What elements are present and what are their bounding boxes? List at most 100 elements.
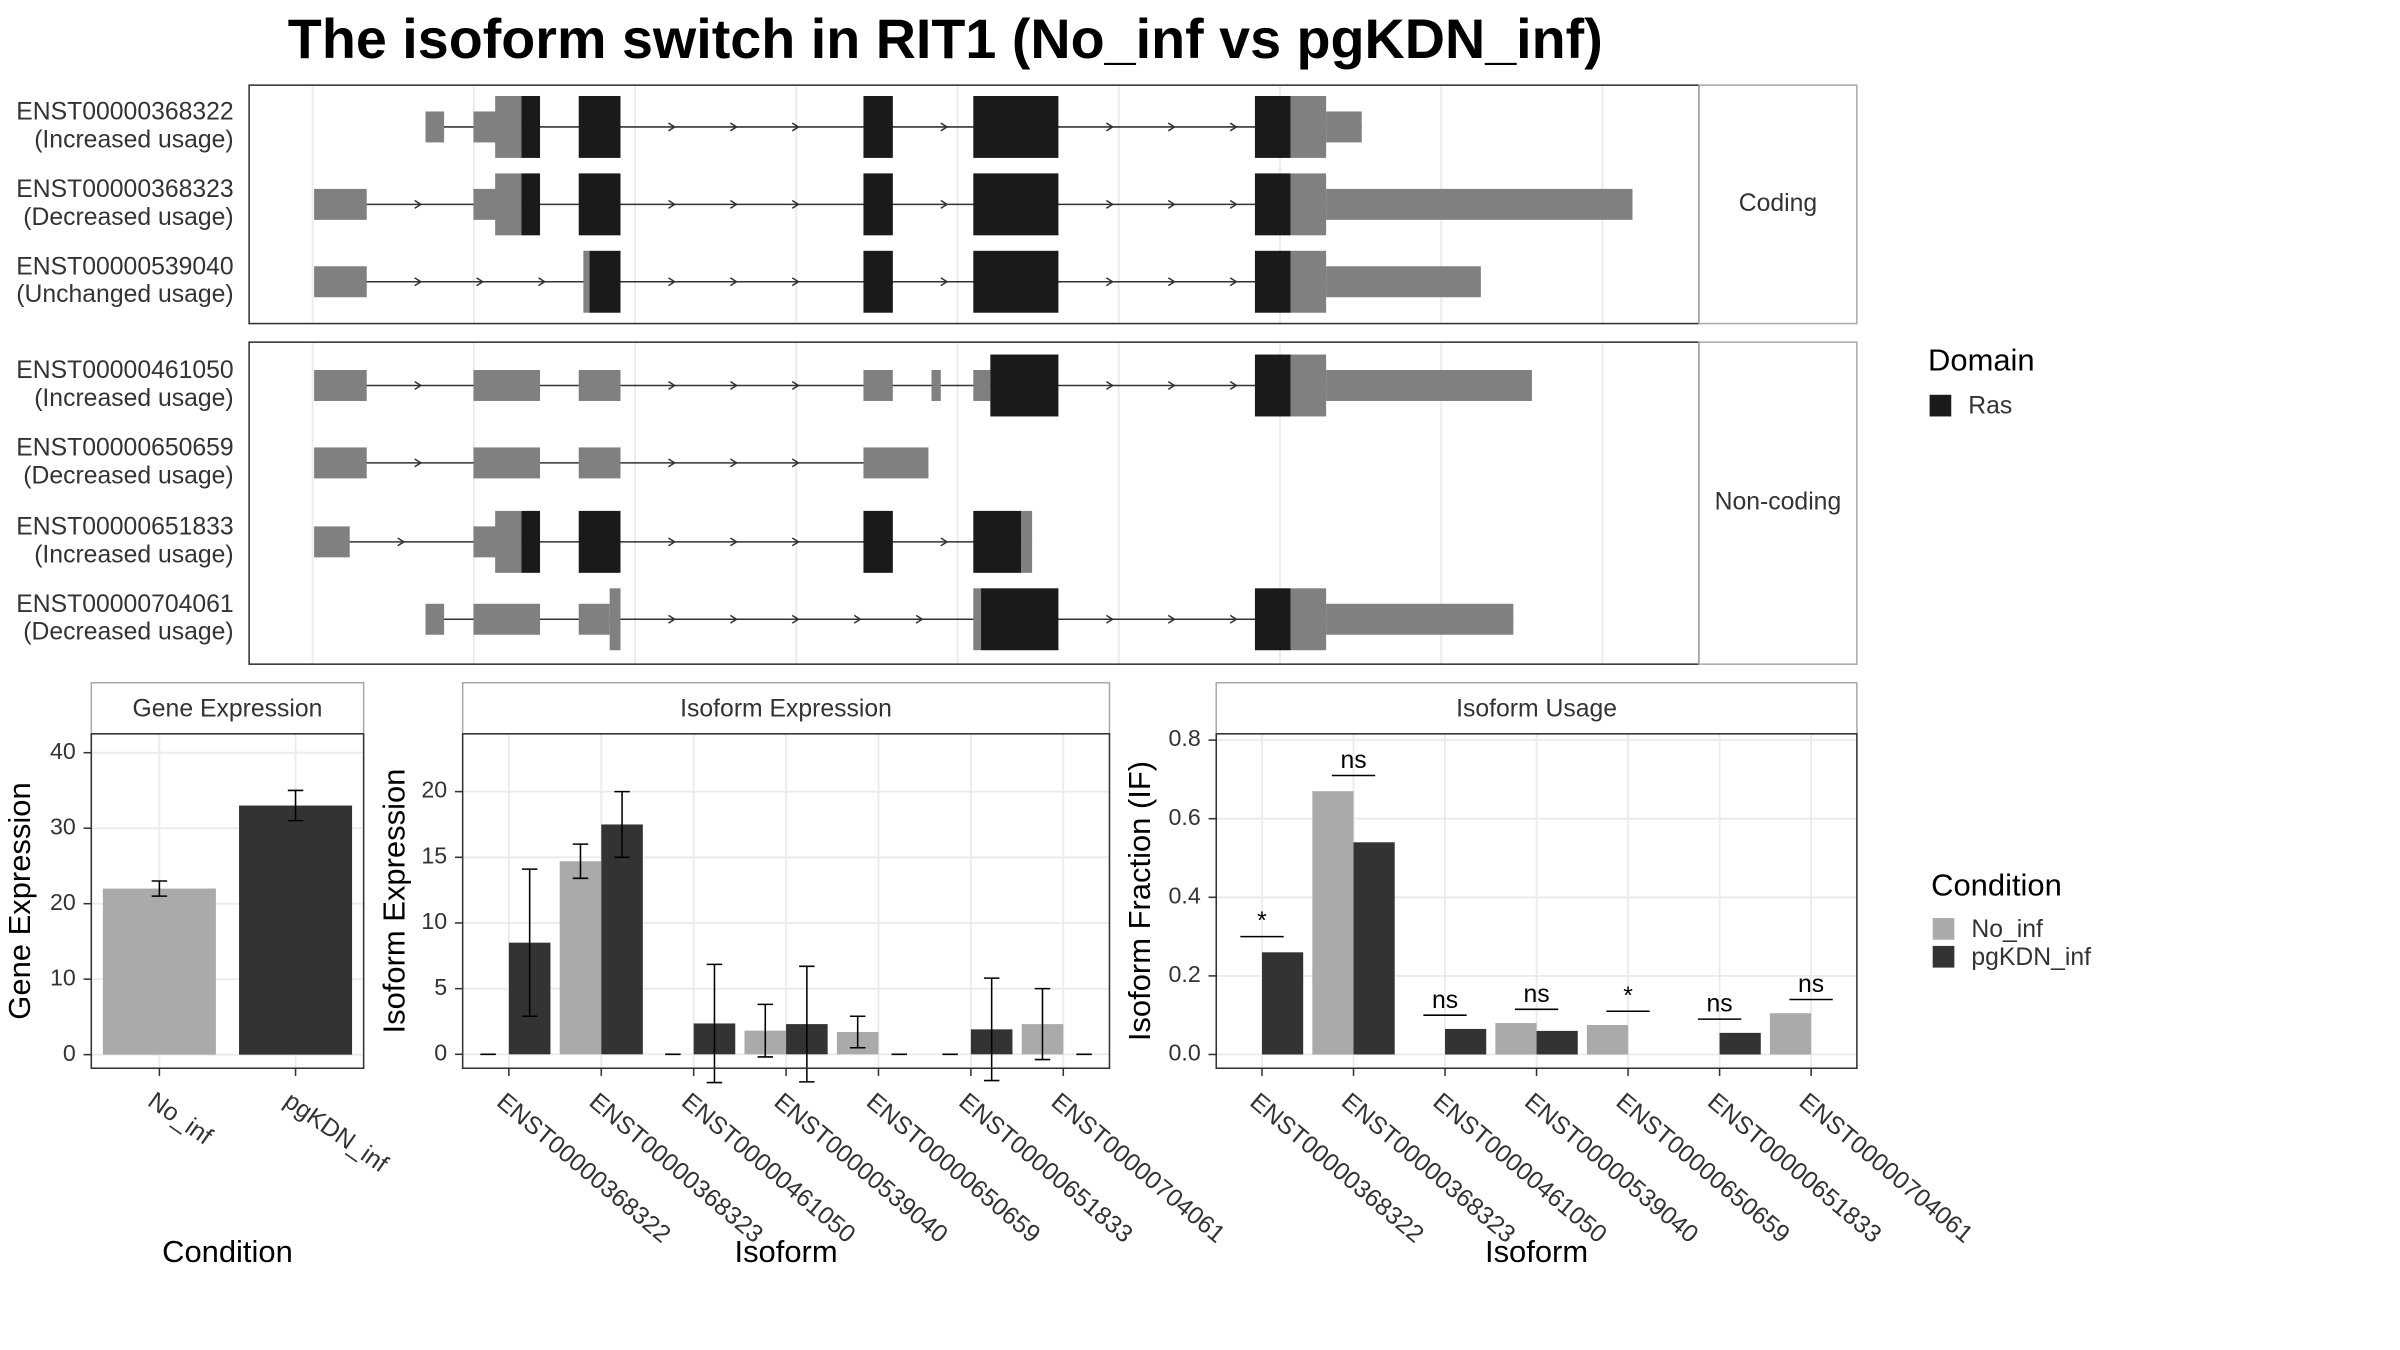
x-tick-label: pgKDN_inf <box>279 1087 393 1178</box>
x-tick-label: ENST00000368323 <box>584 1088 768 1248</box>
y-tick-label: 40 <box>50 738 76 764</box>
significance-label: * <box>1257 908 1267 935</box>
intron-arrow <box>668 458 677 468</box>
intron-arrow <box>668 122 677 132</box>
x-axis-title: Isoform <box>1485 1234 1588 1269</box>
legend-label: pgKDN_inf <box>1971 944 2091 971</box>
transcript-id: ENST00000704061 <box>16 591 233 618</box>
intron-arrow <box>1105 277 1115 287</box>
exon <box>578 370 621 401</box>
intron-arrow <box>940 277 949 287</box>
exon <box>583 250 590 313</box>
exon <box>973 510 1022 573</box>
exon <box>1326 188 1633 220</box>
exon <box>973 588 982 651</box>
exon <box>863 370 893 401</box>
exon <box>578 95 621 158</box>
exon <box>473 526 499 558</box>
legend-title: Domain <box>1928 342 2035 377</box>
exon <box>863 250 893 313</box>
exon <box>314 447 367 479</box>
intron-arrow <box>729 380 739 391</box>
exon <box>578 447 621 479</box>
exon <box>1290 173 1327 236</box>
intron-arrow <box>1229 122 1238 132</box>
significance-label: ns <box>1432 987 1458 1014</box>
y-tick-label: 15 <box>421 842 447 868</box>
exon <box>973 370 991 401</box>
y-tick-label: 0.8 <box>1169 725 1201 751</box>
bar <box>559 861 602 1055</box>
exon <box>1254 250 1291 313</box>
exon <box>1326 603 1514 635</box>
x-tick-label: ENST00000704061 <box>1046 1088 1230 1248</box>
bar <box>102 888 216 1055</box>
exon <box>863 447 929 479</box>
intron-arrow <box>1105 380 1115 391</box>
intron-arrow <box>729 199 739 209</box>
y-tick-label: 5 <box>434 974 447 1000</box>
significance-label: ns <box>1707 991 1733 1018</box>
intron-arrow <box>397 537 406 547</box>
exon <box>863 173 893 236</box>
facet-label: Isoform Usage <box>1456 695 1617 722</box>
y-tick-label: 0.2 <box>1169 961 1201 987</box>
intron-arrow <box>1167 199 1176 209</box>
error-bar <box>287 789 304 822</box>
x-axis-title: Isoform <box>735 1234 838 1269</box>
y-tick-label: 0 <box>63 1040 76 1066</box>
intron-arrow <box>1105 199 1115 209</box>
exon <box>1326 370 1532 401</box>
x-tick-label: ENST00000368322 <box>1245 1088 1429 1248</box>
exon <box>495 173 522 236</box>
x-tick-label: ENST00000461050 <box>1428 1088 1612 1248</box>
bar <box>1312 791 1354 1055</box>
intron-arrow <box>414 458 423 468</box>
exon <box>1254 95 1291 158</box>
intron-arrow <box>915 614 924 624</box>
intron-arrow <box>791 380 800 391</box>
panel-border <box>90 733 365 1070</box>
y-tick-label: 0.4 <box>1169 882 1201 908</box>
x-tick-label: ENST00000539040 <box>1519 1088 1703 1248</box>
intron-arrow <box>791 277 800 287</box>
figure-title: The isoform switch in RIT1 (No_inf vs pg… <box>288 8 1603 70</box>
intron-arrow <box>1105 122 1115 132</box>
intron-arrow <box>791 537 800 547</box>
exon <box>1254 173 1291 236</box>
significance-label: ns <box>1798 971 1824 998</box>
intron-arrow <box>940 122 949 132</box>
error-bar <box>614 790 630 859</box>
exon <box>521 510 541 573</box>
x-tick-label: ENST00000539040 <box>769 1088 953 1248</box>
exon <box>1021 510 1033 573</box>
exon <box>973 95 1059 158</box>
x-axis-title: Condition <box>162 1234 293 1269</box>
exon <box>578 510 621 573</box>
error-bar <box>572 843 589 880</box>
facet-strip <box>1215 681 1858 735</box>
transcript-usage: (Increased usage) <box>34 385 233 412</box>
y-axis-title: Isoform Fraction (IF) <box>1122 761 1157 1041</box>
bar <box>1586 1025 1629 1055</box>
error-bar <box>521 868 538 1017</box>
error-bar <box>799 965 815 1083</box>
facet-label: Coding <box>1739 190 1817 217</box>
panel-border <box>461 733 1111 1070</box>
significance-label: ns <box>1340 747 1366 774</box>
exon <box>473 111 499 143</box>
bar <box>1353 842 1395 1055</box>
legend-key <box>1932 918 1955 940</box>
error-bar <box>1034 987 1051 1061</box>
facet-strip <box>1698 341 1858 665</box>
exon <box>473 370 541 401</box>
bar <box>1536 1030 1578 1055</box>
bar <box>1445 1028 1487 1055</box>
intron-arrow <box>940 199 949 209</box>
intron-arrow <box>729 537 739 547</box>
legend-label: No_inf <box>1971 916 2043 943</box>
exon <box>609 588 621 651</box>
intron-arrow <box>414 380 423 391</box>
exon <box>990 354 1059 417</box>
